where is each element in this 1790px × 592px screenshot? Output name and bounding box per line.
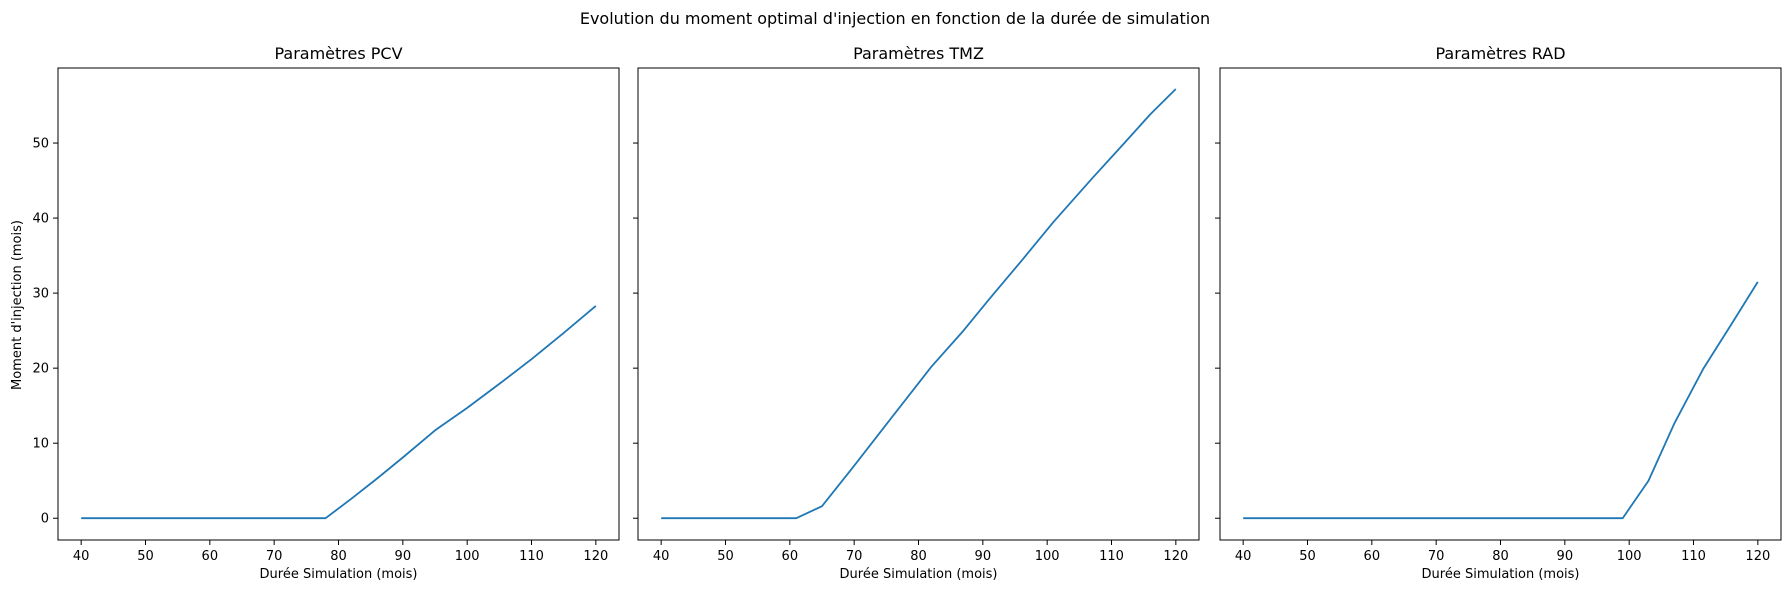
x-tick-label: 70 — [846, 549, 863, 564]
panel-2-title: Paramètres TMZ — [853, 44, 984, 63]
x-tick-label: 110 — [519, 549, 544, 564]
panel-2-frame — [637, 67, 1200, 541]
x-tick-label: 110 — [1681, 549, 1706, 564]
x-tick-label: 60 — [202, 549, 219, 564]
x-tick-label: 120 — [1745, 549, 1770, 564]
x-tick-label: 100 — [455, 549, 480, 564]
x-tick-label: 80 — [1492, 549, 1509, 564]
x-tick-label: 120 — [1163, 549, 1188, 564]
panel-1-frame — [57, 67, 620, 541]
x-tick-label: 80 — [910, 549, 927, 564]
y-tick-label: 30 — [32, 287, 49, 302]
panel-1-title: Paramètres PCV — [274, 44, 402, 63]
x-tick-label: 40 — [653, 549, 670, 564]
x-tick-label: 110 — [1099, 549, 1124, 564]
panel-3-xlabel: Durée Simulation (mois) — [1422, 567, 1580, 582]
x-tick-label: 40 — [73, 549, 90, 564]
x-tick-label: 90 — [1557, 549, 1574, 564]
x-tick-label: 100 — [1035, 549, 1060, 564]
x-tick-label: 50 — [1299, 549, 1316, 564]
figure-suptitle: Evolution du moment optimal d'injection … — [580, 9, 1210, 28]
panel-3-series-line — [1243, 281, 1759, 520]
panel-1: Paramètres PCV 40 50 60 70 80 90 100 110 120 0 10 20… — [32, 44, 620, 582]
y-tick-label: 10 — [32, 437, 49, 452]
x-tick-label: 50 — [717, 549, 734, 564]
y-tick-label: 50 — [32, 137, 49, 152]
panel-2-xlabel: Durée Simulation (mois) — [840, 567, 998, 582]
y-tick-label: 0 — [41, 512, 49, 527]
panel-1-series-line — [81, 305, 597, 520]
panel-3-title: Paramètres RAD — [1435, 44, 1565, 63]
panel-1-xlabel: Durée Simulation (mois) — [260, 567, 418, 582]
panels: Paramètres PCV 40 50 60 70 80 90 100 110 120 0 10 20… — [32, 44, 1782, 582]
y-tick-label: 20 — [32, 362, 49, 377]
x-tick-label: 80 — [330, 549, 347, 564]
x-tick-label: 60 — [1364, 549, 1381, 564]
panel-3: Paramètres RAD 40 50 60 70 80 90 100 110 120 Durée… — [1215, 44, 1782, 582]
x-tick-label: 60 — [782, 549, 799, 564]
x-tick-label: 50 — [137, 549, 154, 564]
x-tick-label: 90 — [395, 549, 412, 564]
x-tick-label: 70 — [1428, 549, 1445, 564]
panel-2: Paramètres TMZ 40 50 60 70 80 90 100 110 120 Durée… — [633, 44, 1200, 582]
panel-2-series-line — [661, 88, 1177, 520]
x-tick-label: 70 — [266, 549, 283, 564]
x-tick-label: 120 — [583, 549, 608, 564]
x-tick-label: 100 — [1617, 549, 1642, 564]
x-tick-label: 90 — [975, 549, 992, 564]
figure-ylabel: Moment d'injection (mois) — [10, 220, 25, 390]
y-tick-label: 40 — [32, 212, 49, 227]
panel-3-frame — [1219, 67, 1782, 541]
x-tick-label: 40 — [1235, 549, 1252, 564]
